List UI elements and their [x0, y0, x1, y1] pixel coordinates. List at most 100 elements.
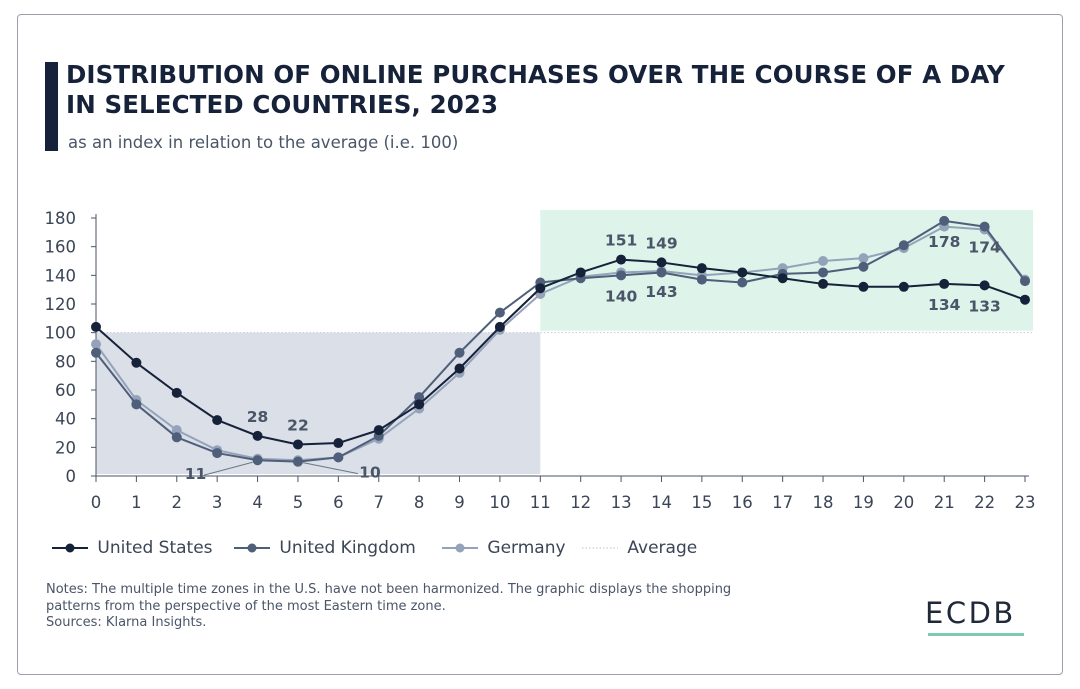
data-point-united-kingdom-9 — [454, 347, 465, 358]
data-point-germany-0 — [91, 339, 101, 350]
data-point-united-states-0 — [91, 321, 101, 332]
data-label-22-133: 133 — [968, 297, 1000, 315]
data-label-21-134: 134 — [928, 296, 961, 314]
x-tick-label-17: 17 — [772, 493, 793, 512]
data-point-germany-19 — [858, 253, 869, 264]
x-tick-label-18: 18 — [813, 493, 834, 512]
data-point-united-states-9 — [454, 363, 465, 374]
data-label-14-149: 149 — [645, 234, 677, 252]
legend-marker-germany — [442, 543, 478, 553]
x-tick-label-6: 6 — [333, 493, 344, 512]
data-point-united-kingdom-8 — [414, 392, 425, 403]
data-point-united-kingdom-23 — [1020, 276, 1030, 287]
data-point-united-kingdom-21 — [939, 215, 950, 226]
data-point-united-kingdom-4 — [252, 455, 263, 466]
ecdb-logo: ECDB — [925, 596, 1016, 630]
data-point-united-kingdom-5 — [292, 456, 303, 467]
data-point-united-states-12 — [575, 267, 586, 278]
x-tick-label-10: 10 — [489, 493, 510, 512]
data-point-united-kingdom-6 — [333, 452, 344, 463]
y-tick-label-60: 60 — [55, 381, 76, 400]
legend-marker-average — [582, 547, 618, 549]
data-point-united-kingdom-0 — [91, 347, 101, 358]
logo-underline — [928, 633, 1024, 636]
data-point-united-states-19 — [858, 281, 869, 292]
data-point-united-states-2 — [171, 387, 182, 398]
data-label-13-140: 140 — [605, 287, 638, 305]
x-tick-label-14: 14 — [651, 493, 672, 512]
data-point-united-states-17 — [777, 273, 788, 284]
x-tick-label-7: 7 — [373, 493, 384, 512]
x-tick-label-12: 12 — [570, 493, 591, 512]
y-tick-label-160: 160 — [45, 238, 77, 257]
data-point-united-kingdom-20 — [898, 240, 909, 251]
data-point-united-states-11 — [535, 283, 546, 294]
title-accent-bar — [45, 62, 58, 151]
data-label-13-151: 151 — [605, 232, 637, 250]
series-line-germany — [95, 225, 1026, 462]
data-point-united-kingdom-3 — [212, 448, 223, 459]
x-tick-label-8: 8 — [414, 493, 425, 512]
legend-label-germany: Germany — [487, 538, 566, 558]
legend-marker-united-kingdom — [234, 543, 270, 553]
data-point-united-kingdom-19 — [858, 261, 869, 272]
legend-label-average: Average — [627, 538, 698, 558]
y-tick-label-140: 140 — [45, 266, 77, 285]
data-point-united-kingdom-22 — [979, 221, 990, 232]
y-tick-label-180: 180 — [45, 209, 77, 228]
data-label-22-174: 174 — [968, 239, 1001, 257]
data-label-4-11: 11 — [185, 465, 207, 483]
y-tick-label-40: 40 — [55, 410, 76, 429]
y-tick-label-80: 80 — [55, 352, 76, 371]
legend-marker-united-states — [52, 543, 88, 553]
data-point-united-kingdom-13 — [616, 270, 627, 281]
data-point-united-states-8 — [414, 399, 425, 410]
data-point-united-states-15 — [696, 263, 707, 274]
data-point-united-states-16 — [737, 267, 748, 278]
data-point-united-states-14 — [656, 257, 667, 268]
chart-title: DISTRIBUTION OF ONLINE PURCHASES OVER TH… — [66, 60, 1005, 119]
x-tick-label-23: 23 — [1015, 493, 1036, 512]
data-point-united-states-3 — [212, 415, 223, 426]
data-label-5-22: 22 — [287, 416, 309, 434]
x-tick-label-11: 11 — [530, 493, 551, 512]
legend-item-united-kingdom: United Kingdom — [232, 535, 416, 561]
y-tick-label-0: 0 — [66, 467, 77, 486]
x-tick-label-2: 2 — [172, 493, 183, 512]
notes-line-1: Notes: The multiple time zones in the U.… — [46, 582, 732, 597]
x-tick-label-20: 20 — [893, 493, 914, 512]
x-tick-label-5: 5 — [293, 493, 304, 512]
legend-label-united-kingdom: United Kingdom — [279, 538, 416, 558]
data-point-united-states-6 — [333, 438, 344, 449]
data-point-united-kingdom-1 — [131, 399, 142, 410]
data-point-united-states-23 — [1020, 294, 1030, 305]
data-label-21-178: 178 — [928, 233, 960, 251]
data-point-united-states-5 — [292, 439, 303, 450]
x-tick-label-22: 22 — [974, 493, 995, 512]
data-point-germany-2 — [171, 425, 182, 436]
data-point-united-states-22 — [979, 280, 990, 291]
notes-line-2: patterns from the perspective of the mos… — [46, 598, 446, 614]
data-point-united-kingdom-14 — [656, 267, 667, 278]
legend-item-united-states: United States — [50, 535, 213, 561]
annotation-leader-4-11 — [203, 461, 253, 476]
legend-label-united-states: United States — [97, 538, 213, 558]
x-tick-label-16: 16 — [732, 493, 753, 512]
y-tick-label-100: 100 — [45, 324, 77, 343]
data-label-14-143: 143 — [645, 283, 677, 301]
data-label-4-28: 28 — [247, 408, 269, 426]
x-tick-label-1: 1 — [131, 493, 142, 512]
x-tick-label-3: 3 — [212, 493, 223, 512]
chart-subtitle: as an index in relation to the average (… — [68, 133, 459, 152]
data-point-united-states-18 — [818, 278, 829, 289]
data-point-united-states-10 — [494, 321, 505, 332]
sources-line: Sources: Klarna Insights. — [46, 615, 207, 630]
x-tick-label-9: 9 — [454, 493, 465, 512]
data-point-united-kingdom-2 — [171, 432, 182, 443]
data-point-united-states-1 — [131, 357, 142, 368]
data-label-5-10: 10 — [359, 464, 381, 482]
x-tick-label-13: 13 — [611, 493, 632, 512]
legend-item-average: Average — [580, 535, 697, 561]
data-point-united-kingdom-18 — [818, 267, 829, 278]
series-line-united-states — [95, 258, 1026, 446]
